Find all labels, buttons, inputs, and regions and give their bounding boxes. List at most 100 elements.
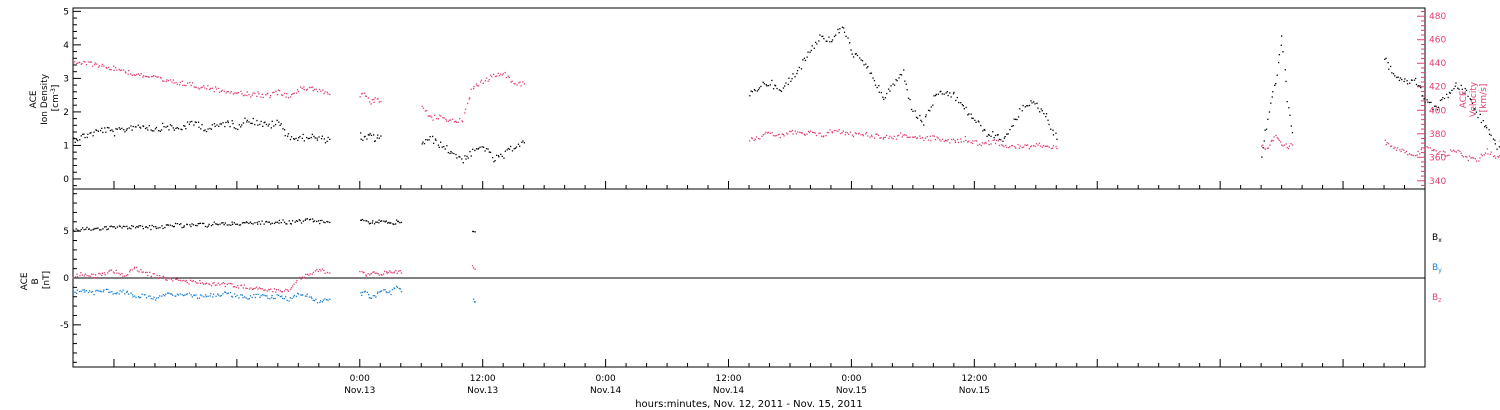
density-point: [1406, 80, 1408, 82]
by-point: [135, 296, 137, 299]
by-point: [134, 295, 136, 297]
bx-point: [376, 221, 378, 223]
density-point: [130, 125, 132, 127]
by-point: [124, 293, 126, 295]
bz-point: [121, 272, 123, 275]
velocity-point: [876, 133, 878, 135]
density-point: [796, 72, 798, 75]
bz-point: [372, 271, 374, 273]
velocity-point: [213, 90, 215, 93]
velocity-point: [246, 94, 248, 97]
bx-point: [72, 229, 74, 231]
density-point: [271, 120, 273, 122]
velocity-point: [427, 115, 429, 117]
bx-point: [155, 226, 157, 228]
bz-point: [221, 283, 223, 285]
velocity-point: [310, 86, 312, 89]
bx-point: [313, 220, 316, 222]
density-point: [903, 69, 905, 71]
velocity-point: [167, 80, 170, 82]
bx-point: [164, 226, 166, 229]
by-point: [301, 294, 303, 296]
density-tick-label: 4: [63, 41, 69, 51]
velocity-point: [821, 135, 823, 137]
density-point: [856, 54, 859, 57]
velocity-point: [273, 91, 275, 93]
density-point: [876, 86, 878, 89]
bz-point: [252, 288, 254, 290]
density-point: [941, 93, 943, 95]
density-point: [511, 150, 514, 152]
by-point: [322, 299, 325, 301]
by-point: [381, 290, 383, 292]
density-point: [270, 127, 272, 129]
bz-point: [391, 272, 393, 274]
density-point: [503, 157, 505, 159]
velocity-point: [312, 86, 314, 88]
velocity-point: [248, 94, 250, 96]
velocity-point: [1273, 136, 1275, 138]
bx-point: [378, 222, 380, 224]
density-point: [203, 130, 205, 132]
density-point: [899, 73, 901, 76]
velocity-point: [899, 132, 902, 134]
bx-point: [198, 222, 200, 225]
density-point: [910, 108, 913, 111]
density-point: [806, 56, 808, 58]
density-point: [1052, 129, 1054, 131]
density-point: [750, 90, 752, 92]
velocity-point: [371, 99, 373, 101]
velocity-point: [98, 65, 101, 67]
by-point: [190, 294, 192, 296]
velocity-point: [882, 138, 884, 140]
velocity-point: [232, 93, 235, 95]
density-point: [162, 122, 164, 125]
density-point: [767, 85, 770, 87]
velocity-point: [440, 115, 442, 117]
bz-point: [305, 273, 307, 276]
velocity-point: [280, 94, 283, 96]
density-point: [194, 121, 196, 123]
density-point: [758, 87, 761, 89]
velocity-point: [455, 121, 458, 124]
velocity-point: [200, 87, 202, 89]
density-point: [453, 152, 455, 155]
velocity-point: [376, 98, 378, 100]
bx-point: [197, 223, 199, 225]
density-point: [176, 127, 178, 129]
density-point: [935, 93, 937, 96]
density-point: [313, 135, 315, 138]
density-point: [1265, 128, 1268, 130]
bz-point: [133, 266, 136, 268]
velocity-point: [943, 140, 945, 142]
velocity-point: [189, 81, 191, 84]
velocity-point: [1019, 145, 1021, 147]
velocity-point: [455, 120, 457, 122]
by-point: [396, 286, 398, 288]
velocity-point: [1451, 150, 1453, 152]
bz-point: [300, 278, 302, 280]
bx-series: [72, 218, 476, 233]
velocity-point: [446, 120, 448, 122]
velocity-point: [749, 140, 751, 142]
velocity-point: [757, 137, 760, 140]
bx-point: [296, 220, 299, 222]
legend-bz: Bz: [1432, 293, 1441, 304]
velocity-point: [979, 143, 981, 145]
by-point: [111, 291, 113, 293]
by-point: [274, 297, 276, 300]
by-point: [84, 291, 86, 293]
density-point: [314, 137, 316, 139]
density-point: [1421, 95, 1424, 97]
velocity-point: [504, 71, 506, 74]
density-point: [967, 114, 969, 116]
density-point: [971, 117, 973, 119]
density-point: [79, 139, 81, 141]
velocity-point: [870, 134, 873, 136]
bx-point: [180, 223, 182, 225]
density-point: [426, 139, 429, 141]
velocity-point: [1440, 154, 1443, 156]
velocity-point: [462, 121, 464, 123]
velocity-point: [1011, 144, 1014, 147]
velocity-point: [777, 134, 779, 136]
